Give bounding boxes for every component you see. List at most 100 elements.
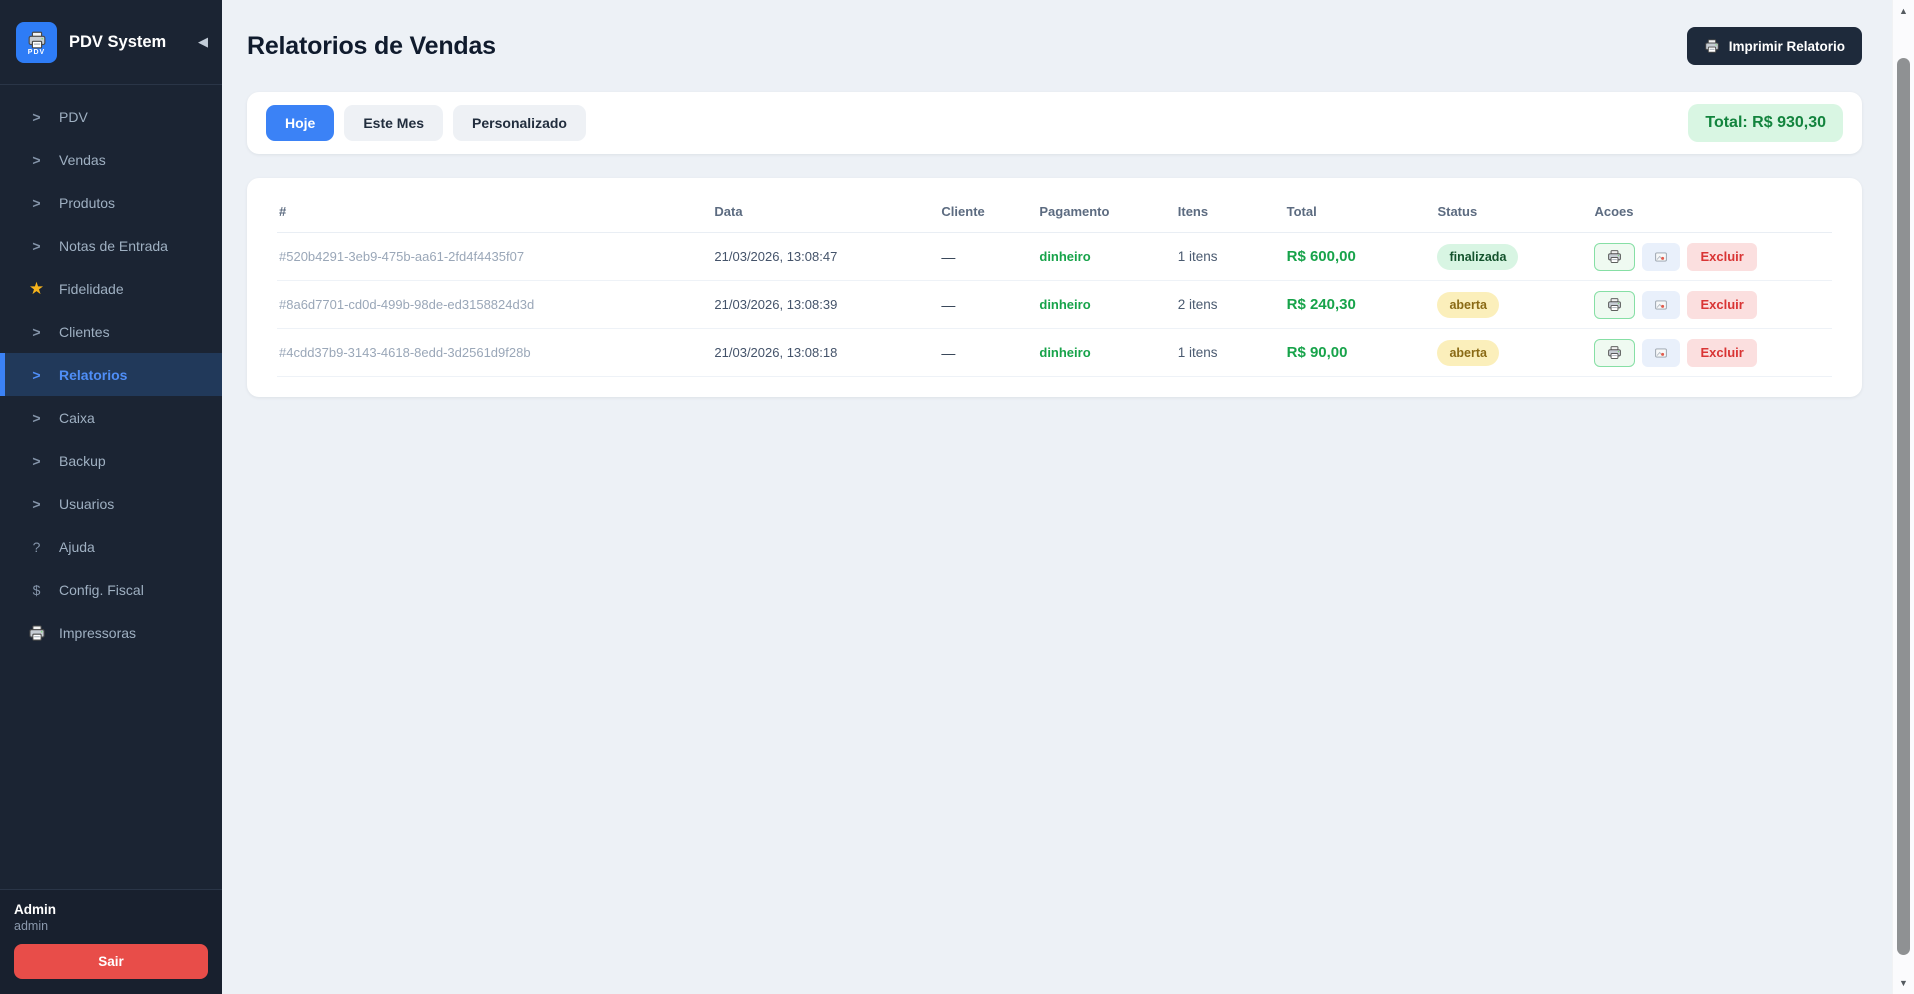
sale-id: #8a6d7701-cd0d-499b-98de-ed3158824d3d xyxy=(277,280,713,329)
sale-date: 21/03/2026, 13:08:47 xyxy=(712,232,940,281)
print-sale-button[interactable] xyxy=(1594,338,1636,367)
sidebar-item-notas-de-entrada[interactable]: > Notas de Entrada xyxy=(32,237,168,254)
column-header-pagamento: Pagamento xyxy=(1037,190,1176,233)
page-header: Relatorios de Vendas Imprimir Relatorio xyxy=(247,27,1862,65)
delete-sale-button[interactable]: Excluir xyxy=(1687,290,1757,319)
sidebar-item-config-fiscal[interactable]: $ Config. Fiscal xyxy=(32,581,144,598)
delete-sale-button[interactable]: Excluir xyxy=(1687,338,1757,367)
row-actions: Excluir xyxy=(1594,338,1824,367)
chevron-right-icon: > xyxy=(32,151,41,168)
chevron-right-icon: > xyxy=(32,323,41,340)
sale-id: #520b4291-3eb9-475b-aa61-2fd4f4435f07 xyxy=(277,232,713,281)
sidebar-item-vendas[interactable]: > Vendas xyxy=(32,151,106,168)
sidebar-item-caixa[interactable]: > Caixa xyxy=(32,409,95,426)
sale-items: 1 itens xyxy=(1175,328,1285,377)
column-header-data: Data xyxy=(712,190,940,233)
sidebar-item-impressoras[interactable]: Impressoras xyxy=(0,611,222,654)
printer-icon xyxy=(1607,249,1622,264)
scrollbar[interactable]: ▲ ▼ xyxy=(1892,0,1914,994)
table-row: #8a6d7701-cd0d-499b-98de-ed3158824d3d 21… xyxy=(277,280,1832,329)
column-header-status: Status xyxy=(1435,190,1593,233)
column-header-cliente: Cliente xyxy=(939,190,1038,233)
picture-icon xyxy=(1654,250,1668,264)
chevron-right-icon: > xyxy=(32,452,41,469)
chevron-right-icon: > xyxy=(32,194,41,211)
sales-table: # Data Cliente Pagamento Itens Total Status Aco… xyxy=(277,190,1832,377)
sidebar: PDV PDV System ◀ > PDV > Vendas > Produt… xyxy=(0,0,222,994)
sale-client: — xyxy=(939,232,1038,281)
column-header-total: Total xyxy=(1284,190,1436,233)
printer-icon xyxy=(1607,297,1622,312)
filter-group: Hoje Este Mes Personalizado xyxy=(266,105,586,141)
sidebar-item-backup[interactable]: > Backup xyxy=(32,452,106,469)
sale-total: R$ 240,30 xyxy=(1284,280,1436,329)
print-report-label: Imprimir Relatorio xyxy=(1728,38,1845,54)
sidebar-item-pdv[interactable]: > PDV xyxy=(32,108,88,125)
question-icon: ? xyxy=(32,538,41,555)
print-sale-button[interactable] xyxy=(1594,242,1636,271)
delete-sale-button[interactable]: Excluir xyxy=(1687,242,1757,271)
sidebar-collapse-button[interactable]: ◀ xyxy=(196,32,210,52)
app-title: PDV System xyxy=(69,32,167,51)
sale-client: — xyxy=(939,280,1038,329)
picture-icon xyxy=(1654,298,1668,312)
receipt-image-button[interactable] xyxy=(1642,290,1681,319)
sidebar-nav: > PDV > Vendas > Produtos > Notas de Ent… xyxy=(0,85,222,889)
filter-button-hoje[interactable]: Hoje xyxy=(266,105,335,141)
sale-payment: dinheiro xyxy=(1037,280,1176,329)
sidebar-footer: Admin admin Sair xyxy=(0,889,222,994)
print-sale-button[interactable] xyxy=(1594,290,1636,319)
sidebar-item-usuarios[interactable]: > Usuarios xyxy=(32,495,115,512)
status-badge: aberta xyxy=(1437,291,1499,318)
scrollbar-thumb[interactable] xyxy=(1897,58,1910,955)
logout-button[interactable]: Sair xyxy=(14,944,208,979)
sale-id: #4cdd37b9-3143-4618-8edd-3d2561d9f28b xyxy=(277,328,713,377)
scrollbar-up-arrow[interactable]: ▲ xyxy=(1899,6,1908,16)
chevron-right-icon: > xyxy=(32,495,41,512)
sale-client: — xyxy=(939,328,1038,377)
sale-items: 1 itens xyxy=(1175,232,1285,281)
printer-icon xyxy=(28,624,46,642)
app-logo: PDV xyxy=(16,21,57,63)
row-actions: Excluir xyxy=(1594,242,1824,271)
sale-payment: dinheiro xyxy=(1037,328,1176,377)
sales-table-card: # Data Cliente Pagamento Itens Total Status Aco… xyxy=(247,178,1862,397)
chevron-right-icon: > xyxy=(32,237,41,254)
sidebar-item-clientes[interactable]: > Clientes xyxy=(32,323,110,340)
sidebar-header: PDV PDV System ◀ xyxy=(0,0,222,85)
column-header-itens: Itens xyxy=(1175,190,1285,233)
table-header-row: # Data Cliente Pagamento Itens Total Status Aco… xyxy=(277,190,1832,233)
sidebar-item-relatorios[interactable]: > Relatorios xyxy=(0,353,222,396)
sale-payment: dinheiro xyxy=(1037,232,1176,281)
user-name: Admin xyxy=(14,902,56,917)
sidebar-item-ajuda[interactable]: ? Ajuda xyxy=(32,538,95,555)
row-actions: Excluir xyxy=(1594,290,1824,319)
printer-icon xyxy=(1607,345,1622,360)
sale-items: 2 itens xyxy=(1175,280,1285,329)
logo-text: PDV xyxy=(27,49,46,56)
dollar-icon: $ xyxy=(32,581,41,598)
status-badge: finalizada xyxy=(1437,243,1519,270)
sale-date: 21/03/2026, 13:08:18 xyxy=(712,328,940,377)
receipt-image-button[interactable] xyxy=(1642,242,1681,271)
receipt-image-button[interactable] xyxy=(1642,338,1681,367)
table-row: #520b4291-3eb9-475b-aa61-2fd4f4435f07 21… xyxy=(277,232,1832,281)
sale-total: R$ 600,00 xyxy=(1284,232,1436,281)
total-badge: Total: R$ 930,30 xyxy=(1688,104,1843,142)
sale-date: 21/03/2026, 13:08:39 xyxy=(712,280,940,329)
print-report-button[interactable]: Imprimir Relatorio xyxy=(1686,27,1862,65)
filter-card: Hoje Este Mes Personalizado Total: R$ 930,… xyxy=(247,92,1862,154)
column-header-acoes: Acoes xyxy=(1592,190,1832,233)
filter-button-este-mes[interactable]: Este Mes xyxy=(344,105,444,141)
picture-icon xyxy=(1654,346,1668,360)
sale-total: R$ 90,00 xyxy=(1284,328,1436,377)
sidebar-item-produtos[interactable]: > Produtos xyxy=(32,194,116,211)
column-header-id: # xyxy=(277,190,713,233)
sidebar-item-fidelidade[interactable]: ★ Fidelidade xyxy=(28,278,124,298)
chevron-right-icon: > xyxy=(32,108,41,125)
filter-button-personalizado[interactable]: Personalizado xyxy=(453,105,586,141)
table-row: #4cdd37b9-3143-4618-8edd-3d2561d9f28b 21… xyxy=(277,328,1832,377)
printer-icon xyxy=(1704,38,1720,54)
scrollbar-down-arrow[interactable]: ▼ xyxy=(1899,978,1908,988)
